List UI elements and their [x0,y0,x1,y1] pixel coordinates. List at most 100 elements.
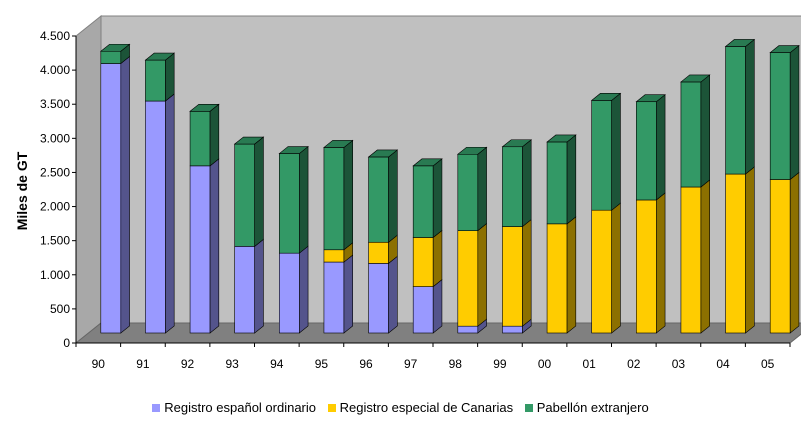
bar-stack [590,92,622,334]
bar-segment-side [388,149,398,243]
legend-swatch-canarias [327,404,336,412]
bar-stack [412,158,443,334]
bar-top [546,134,577,143]
bar-segment-side [656,94,666,201]
x-axis: 90 91 92 93 94 95 96 97 98 99 00 01 02 03 04 05 [75,342,791,371]
x-tick-label: 93 [226,357,240,371]
x-tick-label: 90 [92,357,106,371]
bar-segment-side [611,202,621,334]
bar-segment-side [432,278,443,334]
bar-top [189,103,220,112]
bar-segment [189,165,211,334]
bar-segment-side [343,139,353,251]
x-tick-label: 00 [538,357,552,371]
legend-label-canarias: Registro especial de Canarias [339,400,514,415]
x-tick-label: 92 [181,357,195,371]
bar-segment [412,165,434,238]
bar-top [144,52,176,61]
bar-segment [769,179,791,334]
bar-segment [546,223,568,334]
side-wall [75,14,102,345]
bar-segment [189,110,211,167]
bar-stack [635,94,666,334]
bar-segment-side [700,74,710,188]
bar-segment-side [522,218,532,327]
bar-segment [502,325,523,334]
bar-segment-side [165,52,175,102]
bar-segment-side [299,245,309,334]
bar-segment-side [254,238,264,334]
bar-stack [456,146,488,334]
bar-segment [412,286,434,334]
bar-stack [680,74,711,334]
bar-segment [725,46,746,175]
x-tick-label: 97 [404,357,418,371]
bar-segment-side [566,134,577,225]
bar-segment [145,59,166,102]
legend-label-ordinario: Registro español ordinario [164,400,317,415]
y-tick-label: 1.000 [40,268,70,282]
bar-segment-side [477,146,487,232]
bar-top [412,158,443,167]
bar-segment [323,147,345,251]
y-axis: 0 500 1.000 1.500 2.000 2.500 3.000 3.500 4.000 4… [40,29,77,350]
bar-segment [457,230,479,327]
bar-stack [546,134,577,334]
x-tick-label: 03 [672,357,686,371]
bar-segment-side [700,179,710,334]
legend-swatch-ordinario [152,404,161,412]
bar-segment [279,252,300,334]
bar-segment [636,199,657,334]
x-tick-label: 91 [136,357,150,371]
bar-segment-side [209,103,220,167]
bar-stack [769,44,800,334]
x-tick-label: 96 [359,357,373,371]
y-tick-label: 3.500 [40,97,70,111]
x-tick-label: 04 [716,357,730,371]
bar-segment [680,186,702,334]
bar-segment [100,50,122,64]
bar-segment-side [566,216,577,334]
bar-segment-side [522,139,532,228]
bar-stack [367,149,399,334]
bar-stack [501,139,533,334]
bar-top [99,43,131,52]
bar-segment-side [343,254,353,334]
bar-segment [412,237,434,287]
y-tick-label: 0 [63,336,70,350]
bar-segment [680,81,702,188]
bar-segment [234,143,255,247]
bar-segment [100,63,122,334]
bar-top [233,136,265,145]
y-tick-label: 500 [50,302,70,316]
bar-segment-side [388,255,398,334]
bar-top [323,140,354,148]
bar-segment-side [299,145,309,254]
legend-item-extranjero: Pabellón extranjero [524,400,649,415]
bar-segment [457,325,479,334]
bar-segment [591,209,612,334]
bar-segment [725,173,746,334]
bar-top [278,146,309,154]
bar-stack [724,38,756,334]
bar-segment [457,153,479,231]
bar-segment [502,226,523,327]
stacked-bar-chart: 05001.0001.5002.0002.5003.0003.5004.0004… [14,14,801,371]
y-tick-label: 3.000 [40,131,70,145]
bar-stack [99,43,131,334]
legend-swatch-extranjero [524,404,533,412]
bar-segment [636,101,657,201]
bar-segment [145,100,166,334]
bar-stack [233,136,265,334]
bar-segment-side [432,158,443,239]
bar-top [456,146,488,155]
bar-top [501,139,533,148]
x-tick-label: 99 [493,357,507,371]
bar-stack [323,139,354,334]
y-tick-label: 1.500 [40,234,70,248]
bar-segment-side [165,93,175,334]
bar-stack [278,145,309,334]
legend-item-ordinario: Registro español ordinario [152,400,316,415]
bar-segment-side [745,38,755,175]
bar-top [724,39,756,47]
